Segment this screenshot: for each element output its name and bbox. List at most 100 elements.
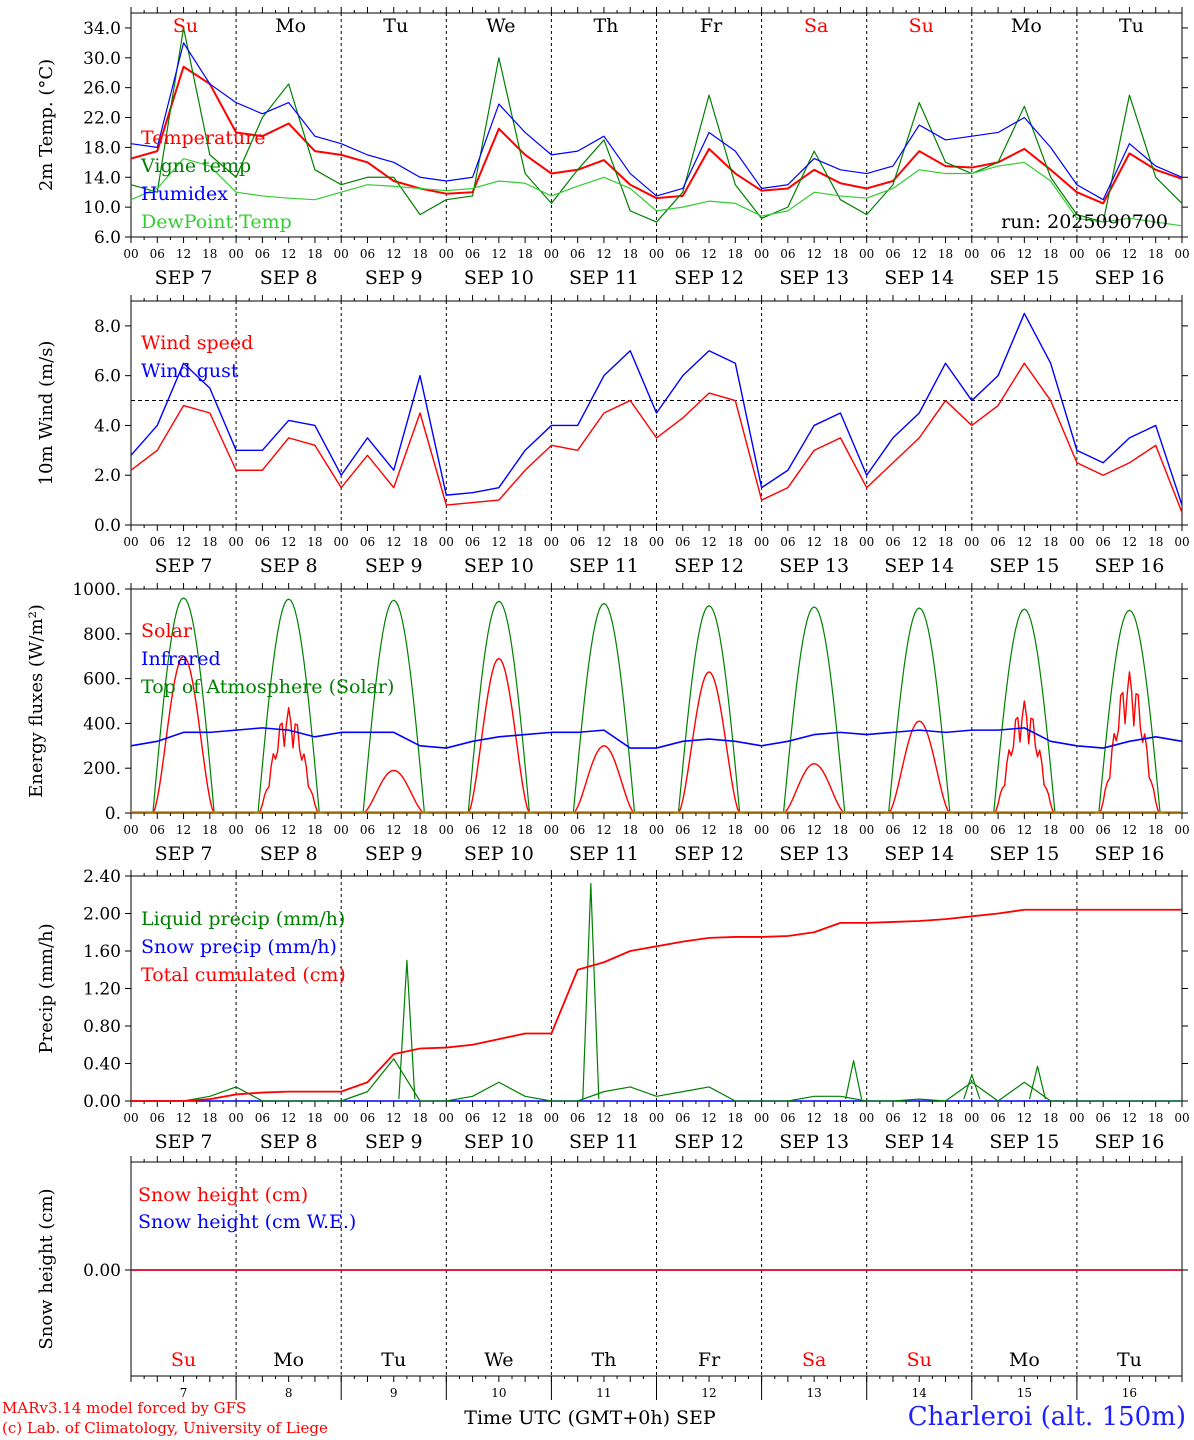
hour-tick-label: 12 (596, 1111, 611, 1125)
solar-curve (467, 657, 531, 814)
legend-entry: Top of Atmosphere (Solar) (141, 676, 394, 698)
hour-tick-label: 06 (1096, 535, 1111, 549)
hour-tick-label: 12 (176, 247, 191, 261)
date-label: SEP 13 (779, 843, 849, 865)
day-name-bottom: We (484, 1349, 513, 1371)
hour-tick-label: 12 (386, 535, 401, 549)
day-name-bottom: Th (591, 1349, 616, 1371)
toa-curve (989, 608, 1060, 814)
hour-tick-label: 06 (360, 823, 375, 837)
y-tick-label: 0.00 (83, 1261, 121, 1281)
y-axis-label: 2m Temp. (°C) (36, 59, 57, 191)
date-label: SEP 13 (779, 267, 849, 289)
hour-tick-label: 00 (649, 1111, 664, 1125)
legend-entry: Snow precip (mm/h) (141, 936, 337, 958)
hour-tick-label: 00 (544, 1111, 559, 1125)
hour-tick-label: 12 (281, 823, 296, 837)
y-tick-label: 34.0 (83, 19, 121, 39)
hour-tick-label: 00 (228, 535, 243, 549)
hour-tick-label: 12 (1017, 823, 1032, 837)
hour-tick-label: 12 (596, 823, 611, 837)
solar-curve (257, 707, 320, 814)
hour-tick-label: 12 (701, 247, 716, 261)
hour-tick-label: 18 (307, 247, 322, 261)
hour-tick-label: 18 (1148, 823, 1163, 837)
y-tick-label: 2.00 (83, 905, 121, 925)
hour-tick-label: 06 (360, 535, 375, 549)
hour-tick-label: 18 (728, 823, 743, 837)
date-label: SEP 7 (155, 843, 213, 865)
day-name-top: Tu (383, 15, 408, 37)
y-tick-label: 6.0 (94, 367, 121, 387)
hour-tick-label: 00 (123, 247, 138, 261)
hour-tick-label: 00 (859, 535, 874, 549)
legend-entry: Wind speed (141, 332, 253, 354)
y-tick-label: 2.40 (83, 867, 121, 887)
hour-tick-label: 06 (990, 823, 1005, 837)
legend-entry: Infrared (141, 648, 221, 670)
y-tick-label: 22.0 (83, 109, 121, 129)
hour-tick-label: 06 (675, 823, 690, 837)
hour-tick-label: 18 (412, 823, 427, 837)
day-name-bottom: Tu (1117, 1349, 1142, 1371)
date-label: SEP 14 (884, 1131, 954, 1153)
legend-entry: Vigne temp (140, 155, 251, 177)
toa-curve (779, 606, 850, 814)
series-line (130, 27, 1183, 223)
hour-tick-label: 06 (885, 823, 900, 837)
date-label: SEP 9 (365, 267, 423, 289)
date-label: SEP 7 (155, 1131, 213, 1153)
solar-curve (888, 720, 951, 814)
day-name-top: Th (593, 15, 618, 37)
date-label: SEP 16 (1095, 1131, 1165, 1153)
solar-curve (362, 769, 425, 814)
hour-tick-label: 00 (754, 535, 769, 549)
hour-tick-label: 12 (1122, 535, 1137, 549)
hour-tick-label: 06 (360, 1111, 375, 1125)
hour-tick-label: 00 (544, 247, 559, 261)
hour-tick-label: 18 (728, 535, 743, 549)
hour-tick-label: 18 (833, 535, 848, 549)
hour-tick-label: 12 (386, 1111, 401, 1125)
toa-curve (568, 602, 639, 814)
hour-tick-label: 00 (1069, 1111, 1084, 1125)
hour-tick-label: 18 (1148, 535, 1163, 549)
date-number: 15 (1017, 1386, 1032, 1400)
date-label: SEP 14 (884, 555, 954, 577)
y-tick-label: 0.40 (83, 1055, 121, 1075)
date-label: SEP 8 (260, 843, 318, 865)
date-label: SEP 15 (989, 555, 1059, 577)
day-name-bottom: Tu (381, 1349, 406, 1371)
day-name-top: Mo (1011, 15, 1042, 37)
date-label: SEP 10 (464, 555, 534, 577)
hour-tick-label: 12 (912, 247, 927, 261)
hour-tick-label: 06 (780, 823, 795, 837)
hour-tick-label: 12 (281, 1111, 296, 1125)
hour-tick-label: 00 (123, 823, 138, 837)
date-number: 8 (285, 1386, 293, 1400)
hour-tick-label: 18 (202, 535, 217, 549)
date-label: SEP 7 (155, 555, 213, 577)
hour-tick-label: 00 (439, 823, 454, 837)
hour-tick-label: 06 (675, 247, 690, 261)
hour-tick-label: 06 (885, 535, 900, 549)
day-name-top: Tu (1119, 15, 1144, 37)
day-name-bottom: Sa (802, 1349, 826, 1371)
hour-tick-label: 06 (150, 823, 165, 837)
hour-tick-label: 18 (833, 1111, 848, 1125)
legend-entry: Humidex (141, 183, 228, 205)
y-axis-label: Energy fluxes (W/m²) (26, 604, 47, 798)
y-tick-label: 6.0 (94, 228, 121, 248)
hour-tick-label: 06 (570, 247, 585, 261)
hour-tick-label: 18 (202, 823, 217, 837)
y-tick-label: 18.0 (83, 138, 121, 158)
y-tick-label: 2.0 (94, 466, 121, 486)
series-line (130, 42, 1183, 201)
solar-curve (783, 763, 846, 814)
hour-tick-label: 18 (412, 247, 427, 261)
date-label: SEP 10 (464, 267, 534, 289)
toa-curve (463, 600, 534, 814)
hour-tick-label: 00 (334, 247, 349, 261)
date-label: SEP 15 (989, 267, 1059, 289)
hour-tick-label: 06 (990, 247, 1005, 261)
